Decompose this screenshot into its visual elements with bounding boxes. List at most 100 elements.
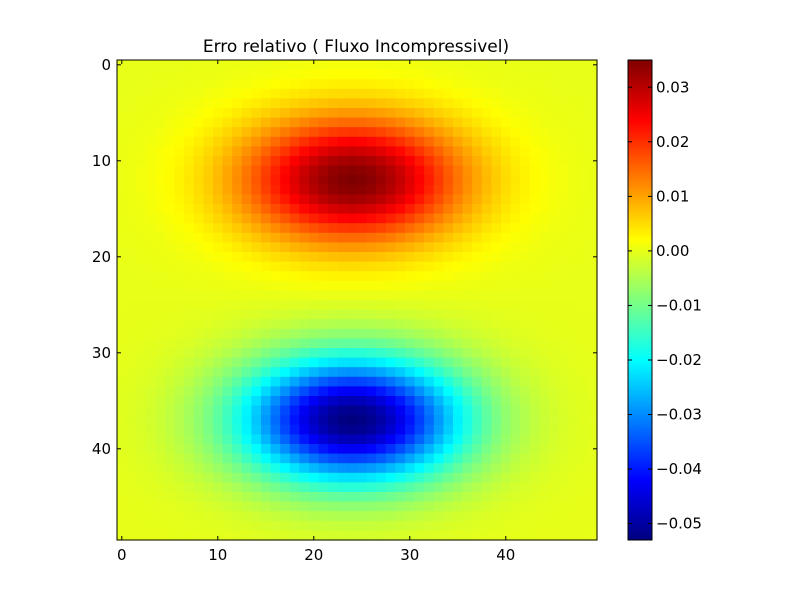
heatmap-cell	[270, 415, 281, 426]
heatmap-cell	[424, 79, 435, 90]
heatmap-cell	[414, 396, 425, 407]
heatmap-cell	[481, 338, 492, 349]
heatmap-cell	[462, 146, 473, 157]
heatmap-cell	[481, 444, 492, 455]
heatmap-cell	[357, 530, 368, 541]
heatmap-cell	[213, 280, 224, 291]
heatmap-cell	[501, 309, 512, 320]
heatmap-cell	[117, 194, 128, 205]
heatmap-cell	[472, 501, 483, 512]
heatmap-cell	[174, 530, 185, 541]
heatmap-cell	[289, 204, 300, 215]
heatmap-cell	[577, 280, 588, 291]
heatmap-cell	[385, 386, 396, 397]
heatmap-cell	[174, 348, 185, 359]
heatmap-cell	[424, 348, 435, 359]
heatmap-cell	[318, 252, 329, 263]
heatmap-cell	[568, 271, 579, 282]
heatmap-cell	[414, 194, 425, 205]
heatmap-cell	[357, 444, 368, 455]
heatmap-cell	[385, 367, 396, 378]
heatmap-cell	[165, 424, 176, 435]
heatmap-cell	[539, 348, 550, 359]
heatmap-cell	[501, 252, 512, 263]
heatmap-cell	[251, 328, 262, 339]
heatmap-cell	[145, 136, 156, 147]
heatmap-cell	[385, 242, 396, 253]
heatmap-cell	[174, 444, 185, 455]
heatmap-cell	[318, 367, 329, 378]
heatmap-cell	[241, 492, 252, 503]
heatmap-cell	[376, 482, 387, 493]
heatmap-cell	[405, 328, 416, 339]
heatmap-cell	[165, 338, 176, 349]
heatmap-cell	[549, 156, 560, 167]
heatmap-cell	[481, 300, 492, 311]
heatmap-cell	[405, 309, 416, 320]
heatmap-cell	[549, 194, 560, 205]
heatmap-cell	[481, 223, 492, 234]
heatmap-cell	[443, 98, 454, 109]
heatmap-cell	[193, 482, 204, 493]
heatmap-cell	[347, 79, 358, 90]
heatmap-cell	[491, 69, 502, 80]
heatmap-cell	[577, 482, 588, 493]
heatmap-cell	[145, 319, 156, 330]
heatmap-cell	[261, 223, 272, 234]
heatmap-cell	[117, 242, 128, 253]
heatmap-cell	[270, 405, 281, 416]
heatmap-cell	[587, 261, 598, 272]
heatmap-cell	[126, 194, 137, 205]
colorbar-tick-label: −0.01	[656, 296, 702, 314]
heatmap-cell	[241, 309, 252, 320]
heatmap-cell	[136, 60, 147, 71]
heatmap-cell	[558, 165, 569, 176]
heatmap-cell	[491, 60, 502, 71]
heatmap-cell	[472, 108, 483, 119]
heatmap-cell	[165, 261, 176, 272]
heatmap-cell	[251, 156, 262, 167]
heatmap-cell	[299, 204, 310, 215]
heatmap-cell	[328, 357, 339, 368]
heatmap-cell	[577, 242, 588, 253]
heatmap-cell	[587, 60, 598, 71]
heatmap-cell	[395, 271, 406, 282]
heatmap-cell	[222, 108, 233, 119]
heatmap-cell	[366, 184, 377, 195]
heatmap-cell	[520, 434, 531, 445]
heatmap-cell	[472, 136, 483, 147]
heatmap-cell	[280, 405, 291, 416]
heatmap-cell	[309, 453, 320, 464]
heatmap-cell	[213, 242, 224, 253]
heatmap-cell	[472, 117, 483, 128]
heatmap-cell	[136, 338, 147, 349]
heatmap-cell	[587, 88, 598, 99]
heatmap-cell	[481, 482, 492, 493]
heatmap-cell	[299, 69, 310, 80]
heatmap-cell	[318, 117, 329, 128]
heatmap-cell	[510, 223, 521, 234]
heatmap-cell	[376, 472, 387, 483]
heatmap-cell	[357, 453, 368, 464]
heatmap-cell	[539, 338, 550, 349]
heatmap-cell	[443, 472, 454, 483]
heatmap-cell	[309, 463, 320, 474]
heatmap-cell	[481, 501, 492, 512]
heatmap-cell	[289, 386, 300, 397]
heatmap-cell	[165, 482, 176, 493]
heatmap-cell	[481, 492, 492, 503]
heatmap-cell	[587, 424, 598, 435]
heatmap-cell	[366, 88, 377, 99]
heatmap-cell	[318, 98, 329, 109]
heatmap-cell	[376, 319, 387, 330]
heatmap-cell	[309, 69, 320, 80]
heatmap-cell	[395, 309, 406, 320]
heatmap-cell	[347, 472, 358, 483]
heatmap-cells	[117, 60, 598, 541]
heatmap-cell	[126, 79, 137, 90]
heatmap-cell	[203, 319, 214, 330]
heatmap-cell	[587, 213, 598, 224]
heatmap-cell	[241, 290, 252, 301]
heatmap-cell	[213, 328, 224, 339]
heatmap-cell	[193, 319, 204, 330]
